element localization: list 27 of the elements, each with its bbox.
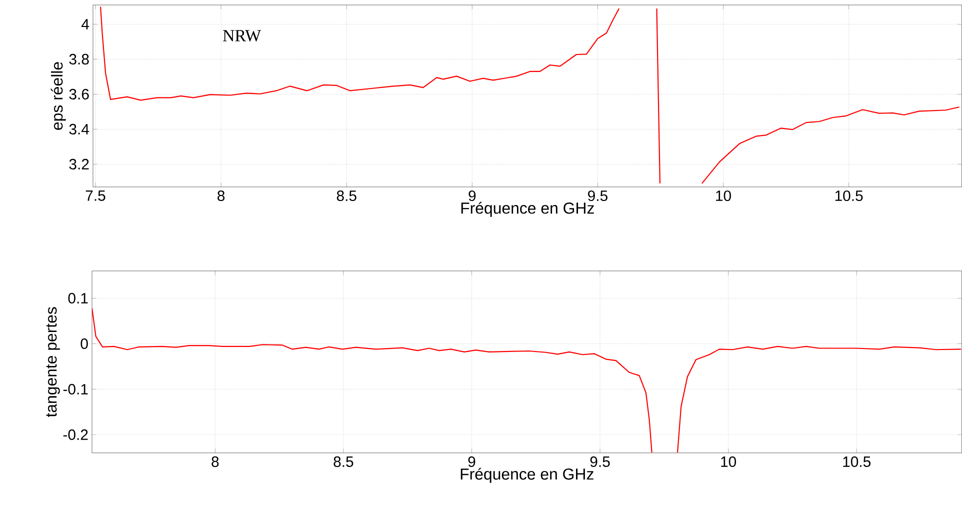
x-axis-title: Fréquence en GHz: [461, 202, 594, 217]
y-axis-title: tangente pertes: [46, 307, 60, 418]
x-tick-label: 10: [721, 456, 736, 468]
y-tick-label: 3.8: [69, 54, 89, 65]
annotation: NRW: [222, 30, 262, 42]
y-tick-label: 0: [80, 338, 88, 350]
x-tick-label: 9.5: [588, 190, 608, 202]
x-tick-label: 8.5: [336, 190, 356, 202]
y-axis-title: eps réelle: [50, 62, 66, 130]
y-tick-label: -0.1: [63, 384, 88, 395]
y-tick-label: -0.2: [63, 429, 88, 440]
y-tick-label: 3.2: [69, 158, 89, 170]
x-tick-label: 8.5: [334, 456, 354, 468]
x-tick-label: 10.5: [835, 190, 863, 202]
x-tick-label: 9.5: [590, 456, 610, 468]
x-tick-label: 9: [468, 456, 476, 468]
y-tick-label: 0.1: [68, 292, 88, 304]
y-tick-label: 3.6: [69, 88, 89, 100]
x-tick-label: 9: [468, 190, 476, 202]
y-tick-label: 3.4: [69, 124, 90, 135]
x-tick-label: 10.5: [843, 456, 871, 468]
x-axis-title: Fréquence en GHz: [460, 468, 594, 483]
x-tick-label: 10: [716, 190, 731, 202]
x-tick-label: 8: [218, 190, 225, 202]
x-tick-label: 7.5: [86, 190, 106, 201]
y-tick-label: 4: [82, 19, 90, 30]
x-tick-label: 8: [212, 456, 219, 468]
